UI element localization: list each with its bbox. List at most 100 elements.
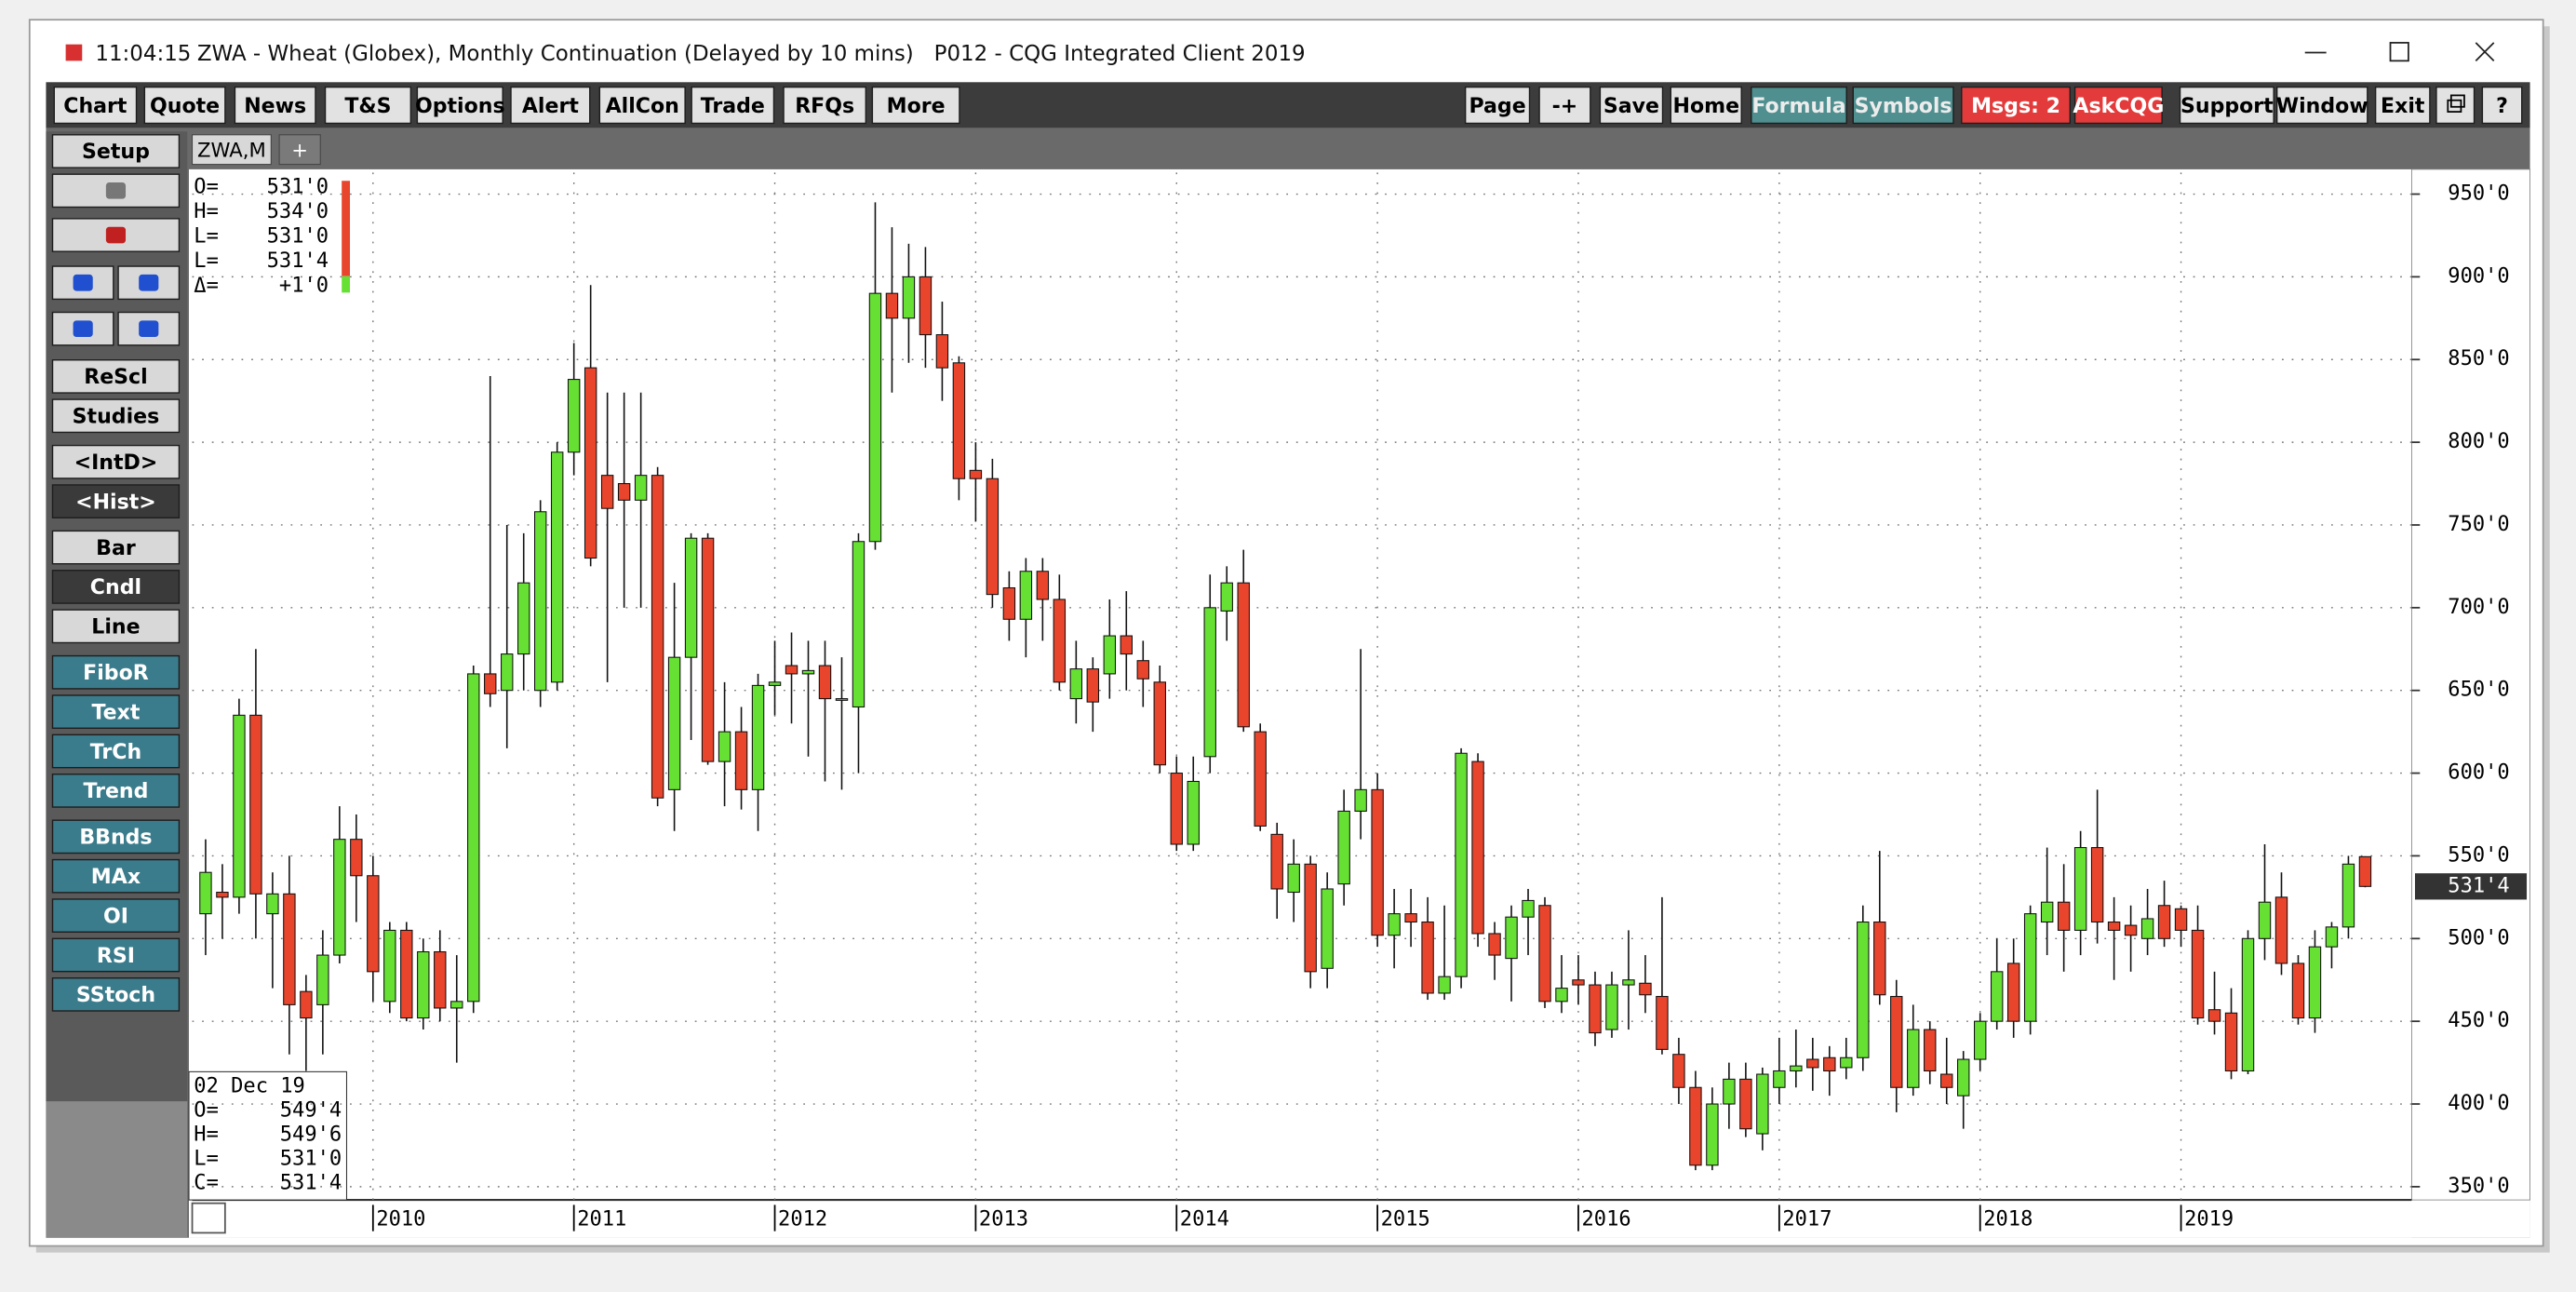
sidebar-button-bg bbox=[51, 733, 181, 769]
candle-body bbox=[1656, 995, 1669, 1050]
y-tick-label: 400'0 bbox=[2448, 1092, 2509, 1115]
toolbar-button-bg bbox=[1538, 86, 1591, 125]
toolbar-button[interactable]: ? bbox=[2481, 86, 2523, 125]
toolbar-button-bg bbox=[2276, 86, 2368, 125]
sidebar-button[interactable]: Cndl bbox=[51, 570, 181, 604]
candle-body bbox=[316, 954, 329, 1005]
toolbar-button[interactable]: Exit bbox=[2374, 86, 2431, 125]
toolbar-button[interactable]: Quote bbox=[143, 86, 226, 125]
y-tick-label: 350'0 bbox=[2448, 1175, 2509, 1198]
sidebar-button[interactable]: <IntD> bbox=[51, 444, 181, 479]
toolbar-button[interactable]: Formula bbox=[1751, 86, 1847, 125]
last-price-label: 531'4 bbox=[2448, 874, 2509, 897]
cursor-bar-up bbox=[342, 276, 351, 293]
cursor-field: L= bbox=[194, 249, 219, 273]
toolbar-button[interactable]: Save bbox=[1599, 86, 1664, 125]
candle-body bbox=[919, 276, 932, 336]
x-tick-label: 2010 bbox=[376, 1207, 425, 1231]
icon-button[interactable] bbox=[51, 265, 114, 301]
candle-body bbox=[1873, 921, 1886, 996]
sidebar-button[interactable]: ReScl bbox=[51, 359, 181, 394]
icon-button[interactable] bbox=[117, 311, 181, 346]
sidebar-button[interactable]: Line bbox=[51, 609, 181, 644]
toolbar-button[interactable]: Window bbox=[2276, 86, 2368, 125]
close-button[interactable] bbox=[2475, 42, 2495, 61]
icon-button[interactable] bbox=[117, 265, 181, 301]
toolbar-button[interactable]: AllCon bbox=[598, 86, 686, 125]
candle-body bbox=[2224, 1012, 2238, 1072]
candle-body bbox=[1153, 681, 1166, 766]
toolbar-button[interactable]: RFQs bbox=[783, 86, 867, 125]
toolbar-button[interactable]: News bbox=[234, 86, 316, 125]
sidebar-button[interactable]: TrCh bbox=[51, 733, 181, 769]
toolbar-button-label: Support bbox=[2180, 95, 2274, 118]
sidebar-button[interactable]: RSI bbox=[51, 937, 181, 973]
candle-body bbox=[1639, 982, 1652, 996]
toolbar-button[interactable]: Msgs: 2 bbox=[1961, 86, 2071, 125]
icon-button[interactable] bbox=[51, 218, 181, 252]
sidebar-button[interactable]: SStoch bbox=[51, 977, 181, 1012]
sidebar-button[interactable]: OI bbox=[51, 898, 181, 933]
candle-body bbox=[1488, 933, 1501, 956]
icon-button[interactable] bbox=[51, 311, 114, 346]
chart-tab-bg bbox=[192, 134, 272, 166]
axis-checkbox[interactable] bbox=[191, 1202, 226, 1234]
chart-tab-label: + bbox=[291, 138, 308, 161]
sidebar-button-bg bbox=[51, 977, 181, 1012]
candle-body bbox=[701, 537, 715, 762]
candle-body bbox=[818, 665, 832, 700]
sidebar-button-label: Cndl bbox=[90, 576, 141, 599]
chart-tab[interactable]: + bbox=[278, 134, 321, 166]
sidebar-button-bg bbox=[51, 484, 181, 518]
toolbar-button-label: -+ bbox=[1552, 95, 1578, 118]
chart-tab[interactable]: ZWA,M bbox=[192, 134, 272, 166]
candle-body bbox=[1471, 760, 1484, 935]
restore-button[interactable] bbox=[2435, 86, 2475, 125]
sidebar-button[interactable]: BBnds bbox=[51, 819, 181, 855]
toolbar-button[interactable]: Home bbox=[1670, 86, 1742, 125]
candle-body bbox=[1287, 863, 1300, 894]
toolbar-button[interactable]: AskCQG bbox=[2073, 86, 2164, 125]
x-tick-label: 2019 bbox=[2184, 1207, 2234, 1231]
toolbar-button[interactable]: Symbols bbox=[1852, 86, 1954, 125]
candle-body bbox=[199, 871, 212, 915]
sidebar-button[interactable]: Setup bbox=[51, 134, 181, 168]
sidebar-button[interactable]: MAx bbox=[51, 858, 181, 894]
candle-body bbox=[1069, 668, 1083, 700]
cursor-field: Δ= bbox=[194, 274, 219, 297]
toolbar-button-label: T&S bbox=[344, 95, 391, 118]
toolbar-button[interactable]: Options bbox=[415, 86, 505, 125]
sidebar-button-bg bbox=[51, 694, 181, 730]
toolbar-button-label: Home bbox=[1672, 95, 1739, 118]
candle-body bbox=[1823, 1056, 1836, 1072]
candle-body bbox=[600, 475, 614, 509]
sidebar-button[interactable]: Text bbox=[51, 694, 181, 730]
toolbar-button[interactable]: Page bbox=[1464, 86, 1531, 125]
candle-body bbox=[567, 379, 581, 453]
sidebar-button[interactable]: Bar bbox=[51, 530, 181, 565]
sidebar-button-label: MAx bbox=[91, 866, 141, 889]
candle-body bbox=[2006, 962, 2020, 1022]
toolbar-button-bg bbox=[416, 86, 503, 125]
toolbar-button[interactable]: -+ bbox=[1538, 86, 1591, 125]
maximize-button[interactable] bbox=[2389, 42, 2409, 62]
toolbar-button[interactable]: Support bbox=[2179, 86, 2274, 125]
candle-body bbox=[2023, 913, 2037, 1022]
sidebar-button[interactable]: Trend bbox=[51, 774, 181, 808]
toolbar-button[interactable]: Chart bbox=[53, 86, 138, 125]
toolbar-button[interactable]: More bbox=[871, 86, 960, 125]
sidebar-button[interactable]: Studies bbox=[51, 398, 181, 434]
toolbar-button-bg bbox=[598, 86, 686, 125]
sidebar-button[interactable]: <Hist> bbox=[51, 484, 181, 518]
sidebar-button[interactable]: FiboR bbox=[51, 654, 181, 690]
candle-body bbox=[1790, 1065, 1803, 1072]
toolbar-button[interactable]: Alert bbox=[510, 86, 591, 125]
candle-body bbox=[868, 292, 882, 543]
icon-button[interactable] bbox=[51, 173, 181, 209]
sidebar-button-bg bbox=[51, 134, 181, 168]
toolbar-button[interactable]: Trade bbox=[691, 86, 775, 125]
toolbar-button[interactable]: T&S bbox=[324, 86, 412, 125]
y-tick-label: 900'0 bbox=[2448, 264, 2509, 288]
candle-body bbox=[2341, 863, 2355, 928]
